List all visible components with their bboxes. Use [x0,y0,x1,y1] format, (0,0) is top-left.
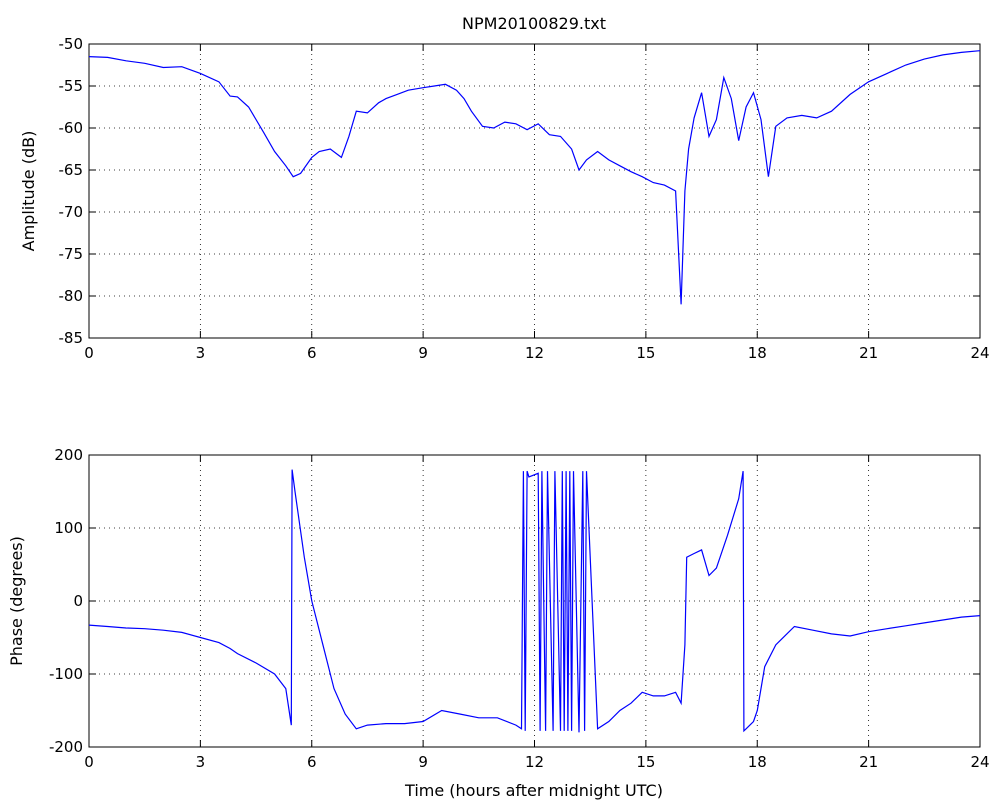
phase-x-axis-label: Time (hours after midnight UTC) [404,781,663,800]
amplitude-axes: 0 3 6 9 12 15 18 21 24 -85-80-75-70-65-60-55-50 … [19,35,990,362]
amplitude-x-tick-label: 21 [859,344,878,362]
amplitude-x-tick-label: 12 [525,344,544,362]
amplitude-x-tick-label: 15 [636,344,655,362]
amplitude-x-tick-label: 0 [84,344,94,362]
phase-series-line [88,469,981,733]
phase-y-tick-label: -200 [49,738,83,756]
amplitude-x-tick-labels: 0 3 6 9 12 15 18 21 24 [84,344,989,362]
phase-y-tick-label: 100 [54,519,83,537]
phase-x-tick-label: 12 [525,753,544,771]
amplitude-x-tick-label: 3 [196,344,206,362]
amplitude-y-axis-label: Amplitude (dB) [19,131,38,252]
amplitude-y-tick-labels: -85 -80 -75 -70 -65 -60 -55 -50 [59,35,84,347]
phase-x-tick-labels: 0 3 6 9 12 15 18 21 24 [84,753,989,771]
phase-y-tick-label: -100 [49,665,83,683]
phase-grid [89,455,980,747]
amplitude-x-tick-label: 9 [418,344,428,362]
amplitude-ticks [88,43,981,339]
amplitude-y-tick-label: -85 [59,329,84,347]
amplitude-x-tick-label: 18 [748,344,767,362]
phase-x-tick-label: 18 [748,753,767,771]
phase-y-axis-label: Phase (degrees) [7,536,26,666]
amplitude-y-tick-label: -60 [59,119,84,137]
amplitude-series-line [88,50,981,305]
amplitude-y-tick-label: -65 [59,161,84,179]
phase-x-tick-label: 9 [418,753,428,771]
amplitude-y-tick-label: -75 [59,245,84,263]
phase-axes: 0 3 6 9 12 15 18 21 24 -200 -100 0 100 200 Time (hou… [7,446,990,800]
amplitude-x-tick-label: 6 [307,344,317,362]
amplitude-plot-frame [88,43,981,339]
phase-y-tick-label: 0 [73,592,83,610]
amplitude-y-tick-label: -80 [59,287,84,305]
amplitude-y-tick-label: -70 [59,203,84,221]
phase-x-tick-label: 0 [84,753,94,771]
amplitude-x-tick-label: 24 [970,344,989,362]
amplitude-y-tick-label: -50 [59,35,84,53]
amplitude-y-tick-label: -55 [59,77,84,95]
phase-ticks [88,454,981,748]
amplitude-grid [89,44,980,338]
phase-x-tick-label: 6 [307,753,317,771]
phase-x-tick-label: 3 [196,753,206,771]
phase-x-tick-label: 15 [636,753,655,771]
phase-y-tick-labels: -200 -100 0 100 200 [49,446,83,756]
phase-x-tick-label: 24 [970,753,989,771]
phase-y-tick-label: 200 [54,446,83,464]
phase-x-tick-label: 21 [859,753,878,771]
figure-title: NPM20100829.txt [462,14,606,33]
